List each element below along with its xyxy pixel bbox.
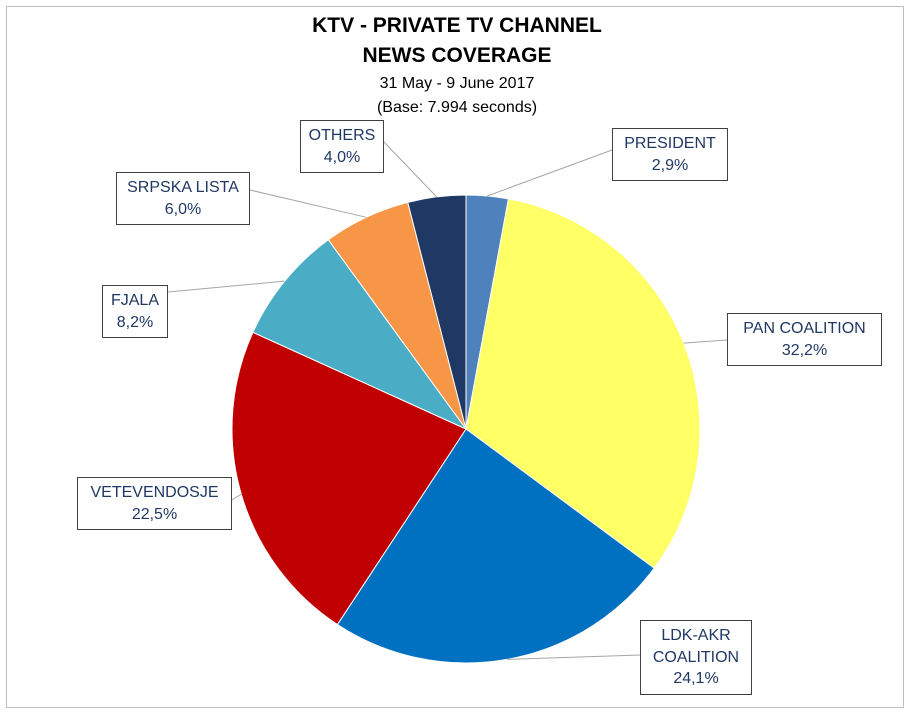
leader-line (506, 654, 641, 660)
label-value: 32,2% (781, 341, 828, 359)
label-value: 8,2% (116, 313, 154, 331)
chart-title: KTV - PRIVATE TV CHANNEL (312, 14, 602, 37)
label-name: PRESIDENT (624, 135, 716, 152)
label-name: FJALA (110, 292, 159, 309)
data-label: FJALA 8,2% (102, 285, 168, 339)
leader-line (683, 339, 728, 344)
pie-slice (407, 194, 467, 430)
pie-slice (465, 198, 701, 569)
leader-line (231, 493, 242, 501)
data-label: LDK-AKR COALITION 24,1% (640, 620, 752, 695)
label-name: SRPSKA LISTA (127, 179, 239, 196)
label-name: LDK-AKR COALITION (652, 627, 740, 666)
chart-subtitle: 31 May - 9 June 2017 (379, 75, 535, 92)
leader-line (249, 189, 367, 218)
chart-subtitle: (Base: 7.994 seconds) (376, 99, 538, 116)
leader-line (383, 141, 438, 198)
data-label: SRPSKA LISTA 6,0% (116, 172, 250, 226)
data-label: PRESIDENT 2,9% (612, 128, 728, 182)
label-name: OTHERS (308, 127, 376, 144)
label-name: VETEVENDOSJE (90, 484, 219, 501)
label-value: 22,5% (131, 505, 178, 523)
label-value: 24,1% (673, 670, 719, 688)
label-value: 6,0% (164, 200, 202, 218)
data-label: OTHERS 4,0% (300, 120, 384, 174)
data-label: VETEVENDOSJE 22,5% (77, 477, 232, 531)
leader-line (487, 149, 613, 197)
label-value: 2,9% (651, 156, 689, 174)
data-label: PAN COALITION 32,2% (727, 313, 882, 367)
chart-frame (6, 6, 904, 708)
label-value: 4,0% (323, 148, 361, 166)
pie-slice (336, 428, 655, 664)
leader-line (167, 280, 285, 293)
label-name: PAN COALITION (743, 320, 866, 337)
chart-title: NEWS COVERAGE (362, 44, 552, 67)
